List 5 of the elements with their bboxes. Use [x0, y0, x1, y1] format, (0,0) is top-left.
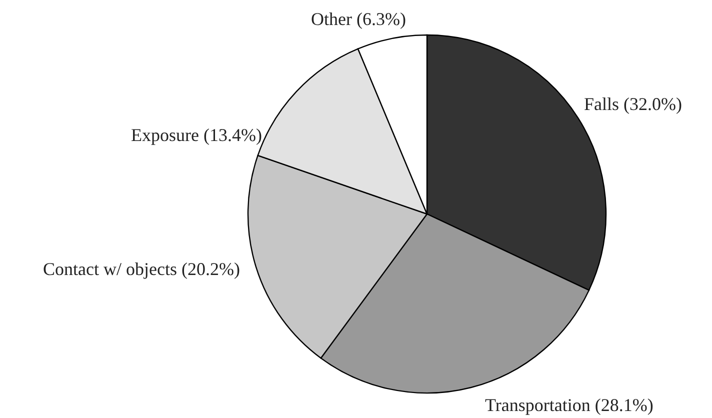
slice-label: Falls (32.0%)	[584, 94, 682, 114]
slice-label: Exposure (13.4%)	[131, 125, 262, 145]
slice-label: Other (6.3%)	[311, 9, 406, 29]
slice-label: Transportation (28.1%)	[485, 395, 654, 415]
slice-label: Contact w/ objects (20.2%)	[43, 259, 240, 279]
